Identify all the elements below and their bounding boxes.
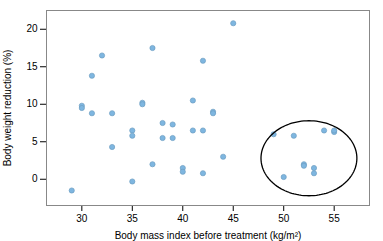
svg-text:20: 20 bbox=[26, 23, 38, 34]
svg-text:Body mass index before treatme: Body mass index before treatment (kg/m²) bbox=[115, 230, 302, 241]
svg-text:35: 35 bbox=[127, 213, 139, 224]
svg-text:45: 45 bbox=[228, 213, 240, 224]
svg-text:15: 15 bbox=[26, 61, 38, 72]
svg-text:50: 50 bbox=[278, 213, 290, 224]
svg-text:0: 0 bbox=[32, 173, 38, 184]
svg-text:40: 40 bbox=[177, 213, 189, 224]
svg-text:Body weight reduction (%): Body weight reduction (%) bbox=[2, 50, 13, 167]
svg-text:5: 5 bbox=[32, 136, 38, 147]
svg-text:10: 10 bbox=[26, 98, 38, 109]
svg-text:30: 30 bbox=[76, 213, 88, 224]
svg-text:55: 55 bbox=[329, 213, 341, 224]
